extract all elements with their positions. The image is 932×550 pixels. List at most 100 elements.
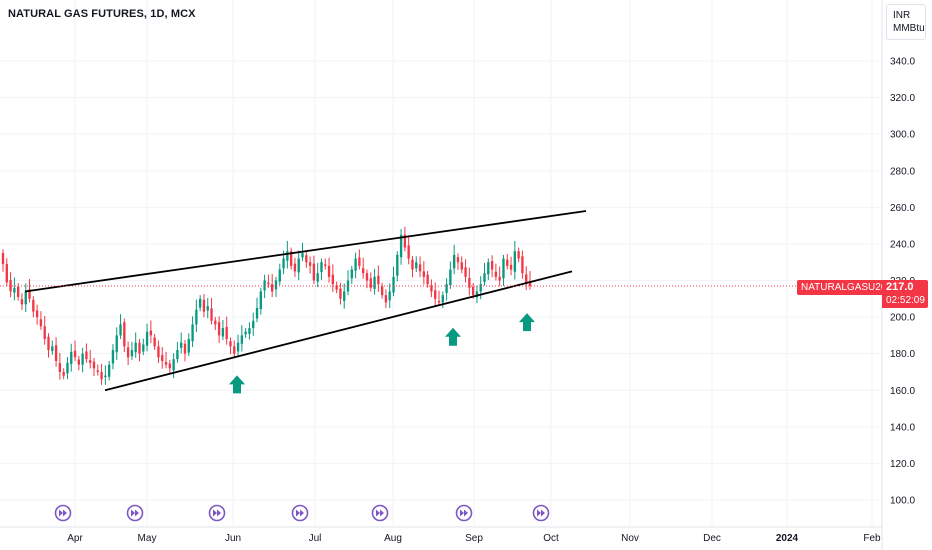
candle-body xyxy=(407,245,410,259)
arrow-up-icon xyxy=(229,375,245,394)
candle-body xyxy=(392,276,395,293)
event-icon-glyph xyxy=(376,509,384,517)
price-tick-label: 160.0 xyxy=(890,386,915,397)
candle-body xyxy=(430,285,433,292)
candle-body xyxy=(396,254,399,276)
candle-body xyxy=(153,337,156,347)
fast-forward-circle-icon xyxy=(532,504,550,522)
candle-body xyxy=(35,310,39,318)
price-tick-label: 180.0 xyxy=(890,349,915,360)
time-tick-label: Sep xyxy=(465,533,483,544)
price-tick-label: 120.0 xyxy=(890,459,915,470)
candle-body xyxy=(236,342,240,352)
candle-body xyxy=(286,251,289,261)
candle-body xyxy=(198,298,202,308)
candle-body xyxy=(464,267,467,277)
candle-body xyxy=(528,281,532,286)
trendline-upper xyxy=(24,210,587,293)
candle-body xyxy=(176,350,179,360)
candle-body xyxy=(138,342,141,354)
candle-body xyxy=(305,255,308,263)
candle-body xyxy=(229,341,232,347)
currency-label: INR xyxy=(893,10,911,21)
candle-body xyxy=(509,264,513,270)
candle-body xyxy=(506,259,509,266)
time-axis[interactable]: Apr May Jun Jul Aug Sep Oct Nov Dec 2024 Feb xyxy=(0,526,882,544)
candle-body xyxy=(96,370,99,372)
price-tick-label: 200.0 xyxy=(890,313,915,324)
candle-body xyxy=(422,271,426,277)
candle-body xyxy=(301,253,304,258)
currency-unit-selector[interactable]: INR MMBtu xyxy=(886,4,926,40)
candle-body xyxy=(415,262,418,269)
candle-body xyxy=(123,322,126,347)
candle-body xyxy=(32,299,35,312)
candle-body xyxy=(100,371,103,380)
candle-body xyxy=(335,285,338,290)
candle-body xyxy=(202,299,206,312)
candle-body xyxy=(115,335,118,353)
candle-body xyxy=(51,346,54,352)
arrow-up-icon xyxy=(445,327,461,346)
candle-body xyxy=(460,262,463,270)
ticker-label: NATURALGASU2023 xyxy=(797,280,902,295)
candle-body xyxy=(358,257,361,266)
candle-body xyxy=(107,364,111,377)
candle-body xyxy=(89,360,92,363)
candle-body xyxy=(164,362,168,365)
candle-body xyxy=(24,291,27,305)
candle-body xyxy=(214,320,217,325)
candle-body xyxy=(240,335,244,344)
candle-body xyxy=(111,350,115,364)
candle-body xyxy=(70,351,73,364)
time-tick-label: 2024 xyxy=(776,533,799,544)
candle-body xyxy=(5,264,8,283)
candle-body xyxy=(28,289,31,299)
fast-forward-circle-icon xyxy=(126,504,144,522)
candle-body xyxy=(248,328,251,334)
candle-body xyxy=(324,264,327,266)
candle-body xyxy=(282,258,285,269)
chart-title: NATURAL GAS FUTURES, 1D, MCX xyxy=(8,8,196,20)
candle-body xyxy=(316,273,319,282)
candle-body xyxy=(43,326,46,340)
arrow-up-icon xyxy=(519,313,535,332)
candle-body xyxy=(362,268,365,274)
candle-body xyxy=(244,331,247,335)
candle-body xyxy=(483,273,486,282)
candle-body xyxy=(308,262,312,266)
last-price: 217.0 xyxy=(886,281,914,293)
candle-body xyxy=(252,320,255,329)
candle-body xyxy=(293,263,297,272)
candle-body xyxy=(126,347,130,358)
candle-body xyxy=(487,262,490,275)
candle-body xyxy=(104,375,107,378)
candle-body xyxy=(66,362,69,374)
candle-body xyxy=(172,359,175,371)
price-tick-label: 100.0 xyxy=(890,496,915,507)
candle-body xyxy=(62,371,65,376)
candle-body xyxy=(39,319,43,327)
time-tick-label: Dec xyxy=(703,533,721,544)
candle-body xyxy=(225,326,228,340)
candle-body xyxy=(343,291,346,301)
candle-body xyxy=(1,253,5,265)
price-axis[interactable]: 100.0120.0140.0160.0180.0200.0220.0240.0… xyxy=(881,0,915,550)
fast-forward-circle-icon xyxy=(291,504,309,522)
price-tick-label: 140.0 xyxy=(890,422,915,433)
candle-body xyxy=(399,234,403,258)
fast-forward-circle-icon xyxy=(371,504,389,522)
fast-forward-circle-icon xyxy=(54,504,72,522)
grid-lines xyxy=(0,0,882,525)
price-tick-label: 300.0 xyxy=(890,130,915,141)
last-price-badge: 217.0 02:52:09 xyxy=(882,280,928,308)
candle-body xyxy=(134,342,137,353)
candle-body xyxy=(195,309,198,325)
candle-body xyxy=(434,290,437,299)
candle-body xyxy=(452,254,456,269)
candle-body xyxy=(217,322,221,336)
candle-body xyxy=(274,280,278,290)
time-tick-label: Nov xyxy=(621,533,639,544)
candle-body xyxy=(449,269,452,286)
